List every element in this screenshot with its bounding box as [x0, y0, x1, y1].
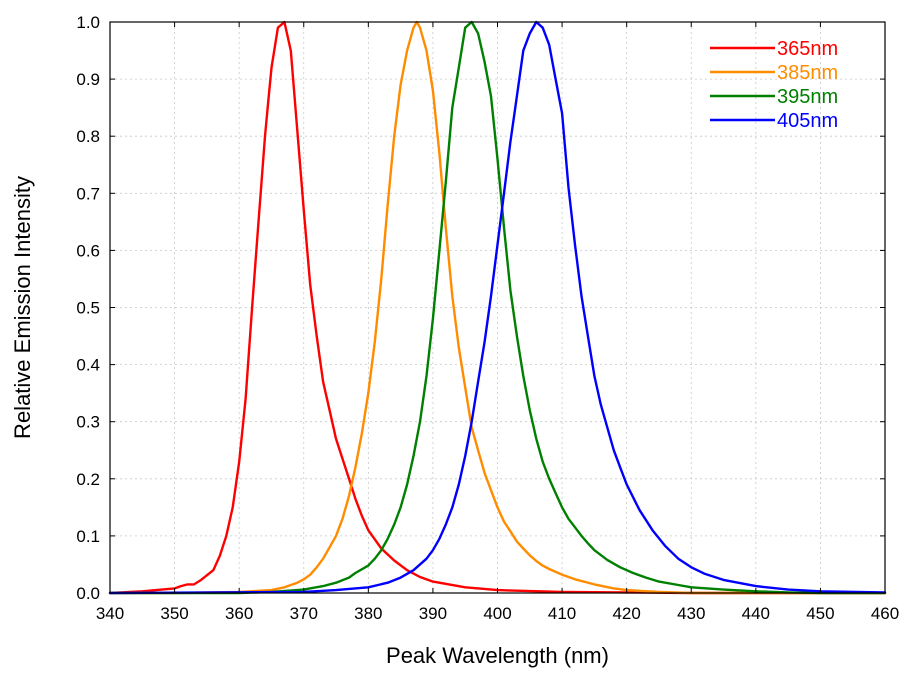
x-tick-label: 460 — [871, 604, 899, 623]
series-line-405nm — [108, 20, 887, 595]
series-line-395nm — [108, 20, 887, 595]
legend-label: 405nm — [777, 110, 838, 132]
y-tick-label: 0.4 — [76, 356, 100, 375]
y-tick-label: 0.1 — [76, 527, 100, 546]
x-tick-label: 430 — [677, 604, 705, 623]
series-line-385nm — [108, 20, 887, 595]
x-tick-label: 400 — [483, 604, 511, 623]
y-tick-label: 0.5 — [76, 299, 100, 318]
x-tick-labels: 340 350 360 370 380 390 400 410 420 430 440 450 460 — [96, 604, 899, 623]
y-tick-label: 0.0 — [76, 584, 100, 603]
legend-label: 395nm — [777, 86, 838, 108]
x-tick-label: 340 — [96, 604, 124, 623]
y-tick-label: 0.7 — [76, 184, 100, 203]
grid — [110, 22, 885, 593]
series-line-365nm — [108, 20, 887, 595]
series-layer — [108, 20, 887, 595]
x-tick-label: 410 — [548, 604, 576, 623]
x-tick-label: 420 — [612, 604, 640, 623]
x-axis-title: Peak Wavelength (nm) — [386, 643, 609, 668]
x-tick-label: 450 — [806, 604, 834, 623]
y-tick-label: 0.8 — [76, 127, 100, 146]
legend-label: 365nm — [777, 38, 838, 60]
x-tick-label: 380 — [354, 604, 382, 623]
axis-ticks — [109, 21, 886, 594]
x-tick-label: 370 — [290, 604, 318, 623]
y-tick-label: 0.2 — [76, 470, 100, 489]
y-tick-labels: 0.0 0.1 0.2 0.3 0.4 0.5 0.6 0.7 0.8 0.9 1.0 — [76, 13, 100, 603]
legend-label: 385nm — [777, 62, 838, 84]
x-tick-label: 390 — [419, 604, 447, 623]
y-tick-label: 0.3 — [76, 413, 100, 432]
y-axis-title: Relative Emission Intensity — [10, 176, 35, 439]
y-tick-label: 1.0 — [76, 13, 100, 32]
x-tick-label: 360 — [225, 604, 253, 623]
x-tick-label: 440 — [742, 604, 770, 623]
x-tick-label: 350 — [160, 604, 188, 623]
y-tick-label: 0.6 — [76, 241, 100, 260]
y-tick-label: 0.9 — [76, 70, 100, 89]
